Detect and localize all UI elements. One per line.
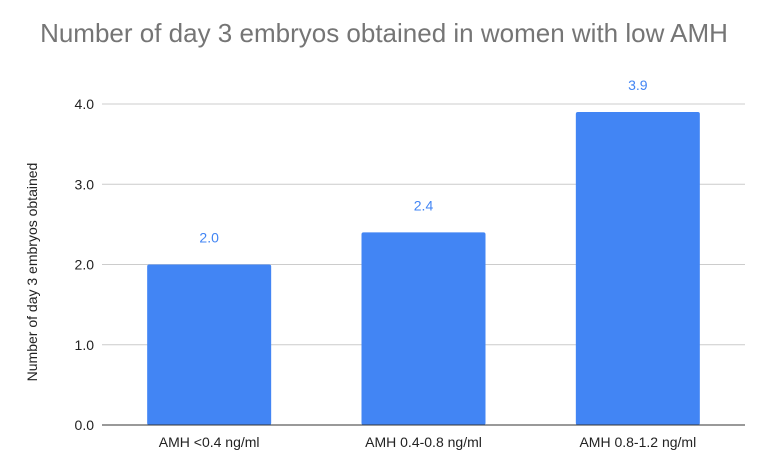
y-axis-label: Number of day 3 embryos obtained	[24, 163, 40, 382]
y-tick-label: 3.0	[75, 176, 95, 192]
chart-title: Number of day 3 embryos obtained in wome…	[40, 18, 728, 48]
y-tick-label: 2.0	[75, 257, 95, 273]
data-label: 2.4	[414, 197, 434, 213]
data-label: 3.9	[628, 77, 648, 93]
x-tick-label: AMH <0.4 ng/ml	[159, 434, 260, 450]
data-label: 2.0	[199, 230, 219, 246]
bar	[361, 232, 486, 425]
y-tick-label: 0.0	[75, 417, 95, 433]
data-labels: 2.0 2.4 3.9	[199, 77, 647, 245]
bars	[147, 112, 700, 426]
y-tick-label: 1.0	[75, 337, 95, 353]
x-tick-label: AMH 0.8-1.2 ng/ml	[579, 434, 696, 450]
y-tick-label: 4.0	[75, 96, 95, 112]
x-axis-ticks: AMH <0.4 ng/ml AMH 0.4-0.8 ng/ml AMH 0.8-1…	[159, 434, 696, 450]
bar	[147, 264, 272, 425]
y-axis-ticks: 0.0 1.0 2.0 3.0 4.0	[75, 96, 95, 433]
bar	[575, 112, 700, 426]
x-tick-label: AMH 0.4-0.8 ng/ml	[365, 434, 482, 450]
